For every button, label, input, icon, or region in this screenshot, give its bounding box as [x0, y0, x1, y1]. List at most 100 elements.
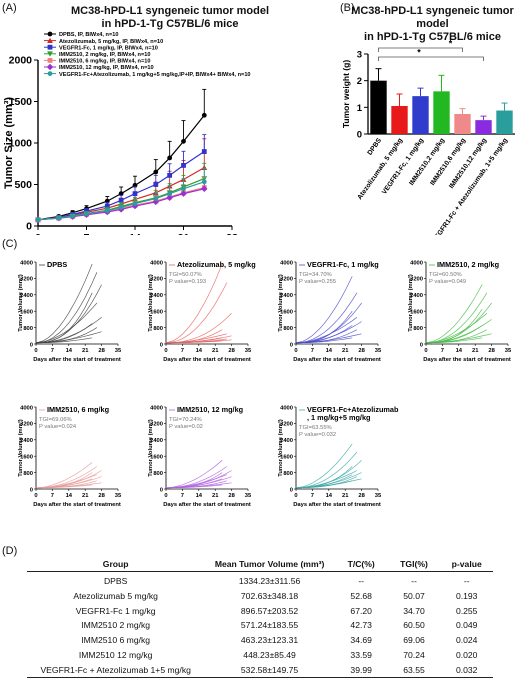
- table-row: Atezolizumab 5 mg/kg 702.63±348.18 52.68…: [27, 588, 493, 603]
- p-value-annotation: P value=0.193: [169, 279, 206, 285]
- data-point: [104, 203, 110, 209]
- x-tick-label: 7: [181, 348, 184, 354]
- bar: [412, 96, 429, 134]
- x-tick-label: 28: [98, 348, 105, 354]
- y-tick-label: 800: [23, 326, 33, 332]
- bar: [391, 106, 408, 134]
- y-tick-label: 800: [23, 471, 33, 477]
- y-tick-label: 4000: [20, 405, 33, 411]
- x-axis-label: Days after the start of treatment: [33, 357, 121, 363]
- header-tc: T/C(%): [334, 557, 388, 572]
- y-tick-label: 1600: [280, 310, 293, 316]
- y-tick-label: 3200: [410, 277, 423, 283]
- animal-curve: [295, 302, 362, 344]
- data-point: [201, 112, 207, 118]
- data-point: [84, 211, 89, 217]
- y-tick-label: 1600: [20, 455, 33, 461]
- y-tick-label: 3200: [20, 422, 33, 428]
- y-tick-label: 0: [290, 487, 293, 493]
- cell: 0.020: [455, 649, 478, 660]
- subplot-0: 0 800 1600 2400 3200 4000 0 7 14 21 28 35 Tumor Volu…: [17, 260, 122, 363]
- data-point: [104, 208, 110, 214]
- y-tick-label: 4000: [150, 260, 163, 266]
- subplot-title: IMM2510, 2 mg/kg: [437, 260, 499, 269]
- animal-curve: [295, 478, 362, 489]
- data-point: [132, 191, 138, 197]
- legend-marker: [47, 37, 53, 43]
- x-tick-label: 0: [35, 232, 41, 235]
- legend-marker: [47, 58, 53, 63]
- cell: DPBS: [103, 576, 128, 586]
- legend-marker: [47, 31, 53, 37]
- cell: --: [463, 576, 470, 586]
- y-axis-label: Tumor Volume (mm³): [407, 274, 414, 332]
- x-tick-label: 7: [181, 493, 184, 499]
- animal-curve: [165, 460, 223, 489]
- x-tick-label: 28: [488, 348, 495, 354]
- table-row: IMM2510 2 mg/kg 571.24±183.55 42.73 60.5…: [27, 618, 493, 633]
- x-tick-label: 0: [164, 348, 167, 354]
- x-tick-label: 14: [326, 348, 333, 354]
- y-tick-label: 4000: [150, 405, 163, 411]
- panel-label-b: (B): [340, 2, 355, 14]
- subplot-2: 0 800 1600 2400 3200 4000 0 7 14 21 28 35 Tumor Volu…: [277, 260, 382, 363]
- significance-bracket: [378, 56, 484, 61]
- cell: 69.06: [403, 635, 425, 646]
- significance-star: *: [417, 48, 421, 58]
- y-tick-label: 1: [357, 103, 363, 114]
- x-tick-label: 28: [358, 493, 365, 499]
- data-point: [56, 215, 62, 221]
- y-tick-label: 2400: [20, 293, 33, 299]
- legend-entry: Atezolizumab, 5 mg/kg, IP, BIWx4, n=10: [59, 39, 163, 45]
- y-tick-label: 1000: [9, 138, 33, 150]
- animal-curve: [295, 337, 353, 344]
- subplot-title: IMM2510, 12 mg/kg: [177, 405, 243, 414]
- legend-entry: VEGFR1-Fc+Atezolizumab, 1 mg/kg+5 mg/kg,…: [59, 72, 251, 78]
- x-tick-label: 7: [51, 493, 54, 499]
- tgi-annotation: TGI=60.50%: [429, 272, 462, 278]
- animal-curve: [295, 276, 353, 344]
- cell: IMM2510 2 mg/kg: [81, 620, 151, 631]
- x-tick-label: 35: [375, 493, 382, 499]
- y-tick-label: 2400: [150, 438, 163, 444]
- y-tick-label: 0: [420, 342, 423, 348]
- chart-b-title-line2: in hPD-1-Tg C57BL/6 mice: [364, 31, 501, 43]
- y-tick-label: 500: [14, 179, 32, 191]
- significance-star: *: [449, 39, 453, 49]
- y-tick-label: 4000: [280, 405, 293, 411]
- animal-curve: [165, 282, 228, 344]
- table-header-row: Group Mean Tumor Volume (mm³) T/C(%) TGI…: [27, 557, 493, 572]
- x-tick-label: 0: [294, 348, 297, 354]
- header-group: Group: [27, 557, 205, 572]
- y-tick-label: 3200: [150, 277, 163, 283]
- cell: 60.50: [403, 620, 425, 631]
- cell: 0.024: [455, 635, 478, 646]
- series-6: [35, 168, 207, 223]
- data-point: [153, 196, 159, 202]
- cell: 39.99: [334, 662, 388, 678]
- y-tick-label: 1600: [280, 455, 293, 461]
- cell: 463.23±123.31: [240, 635, 299, 646]
- data-point: [181, 138, 186, 144]
- subplot-title: VEGFR1-Fc, 1 mg/kg: [307, 260, 379, 269]
- animal-curve: [295, 443, 353, 489]
- y-axis-label: Tumor Volume (mm³): [17, 274, 24, 332]
- x-tick-label: 21: [212, 348, 219, 354]
- table-row: VEGFR1-Fc 1 mg/kg 896.57±203.52 67.20 34…: [27, 603, 493, 618]
- y-tick-label: 2: [357, 76, 362, 87]
- legend-marker: [47, 51, 53, 57]
- x-axis-label: Days after the start of treatment: [163, 357, 251, 363]
- y-tick-label: 3200: [150, 422, 163, 428]
- panel-label-d: (D): [2, 545, 18, 557]
- cell: VEGFR1-Fc 1 mg/kg: [75, 605, 156, 616]
- table-row: DPBS 1334.23±311.56 -- -- --: [27, 572, 493, 589]
- animal-curve: [295, 317, 358, 344]
- table-row: IMM2510 12 mg/kg 448.23±85.49 33.59 70.2…: [27, 648, 493, 663]
- y-tick-label: 2400: [150, 293, 163, 299]
- x-tick-label: 21: [472, 348, 479, 354]
- data-point: [132, 201, 138, 206]
- animal-curve: [295, 466, 353, 489]
- y-tick-label: 2400: [410, 293, 423, 299]
- y-tick-label: 0: [30, 487, 33, 493]
